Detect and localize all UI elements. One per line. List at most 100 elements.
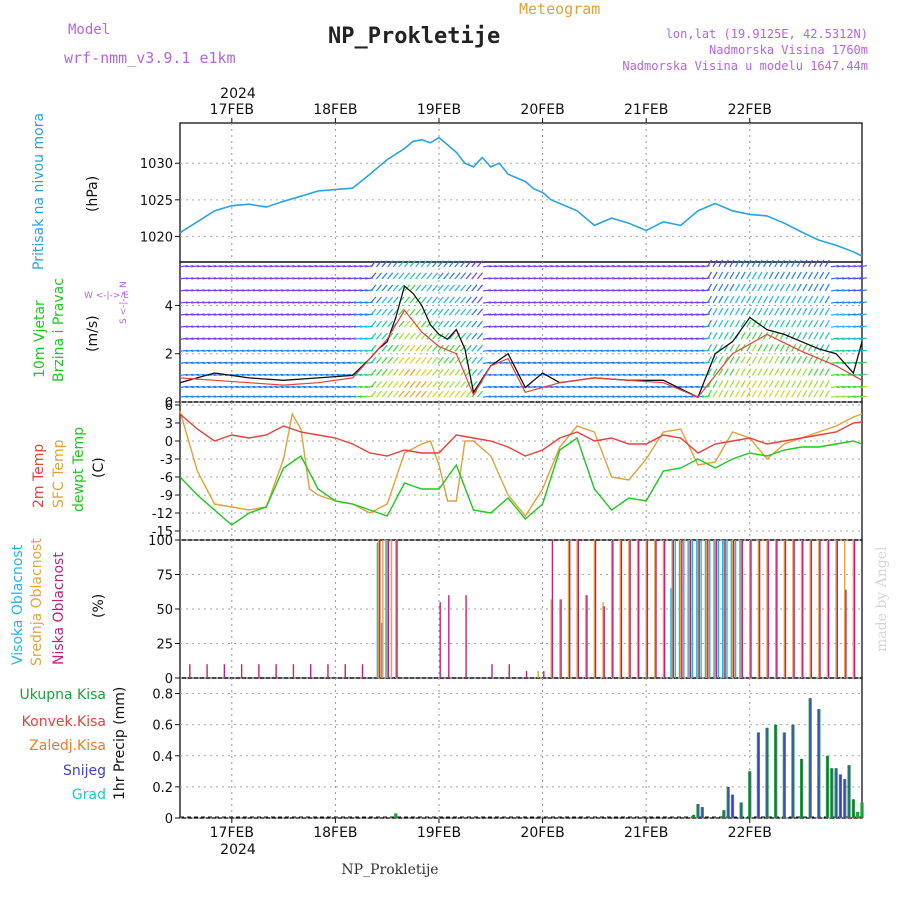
wind-barb bbox=[482, 313, 492, 316]
wind-barb bbox=[617, 277, 626, 280]
wind-barb bbox=[241, 277, 250, 280]
wind-barb bbox=[207, 289, 217, 292]
wind-barb bbox=[213, 373, 222, 377]
wind-barb bbox=[763, 344, 769, 352]
wind-barb bbox=[241, 361, 250, 364]
wind-barb bbox=[679, 301, 688, 304]
wind-barb bbox=[819, 368, 825, 376]
wind-barb bbox=[331, 361, 340, 364]
wind-barb bbox=[679, 349, 688, 352]
wind-barb bbox=[403, 260, 411, 268]
wind-barb bbox=[219, 395, 228, 398]
wind-barb bbox=[819, 259, 825, 268]
wind-barb bbox=[179, 265, 189, 268]
wind-barb bbox=[202, 385, 211, 389]
wind-barb bbox=[196, 361, 205, 364]
wind-barb bbox=[269, 373, 278, 377]
precip-label-frz: Zaledj.Kisa bbox=[29, 738, 106, 754]
lonlat-text: lon,lat (19.9125E, 42.5312N) bbox=[666, 27, 868, 41]
wind-barb bbox=[331, 265, 340, 268]
wind-barb bbox=[320, 385, 329, 389]
wind-barb bbox=[348, 277, 357, 280]
wind-barb bbox=[842, 313, 851, 316]
wind-barb bbox=[213, 349, 222, 352]
wind-barb bbox=[213, 385, 222, 389]
wind-barb bbox=[544, 395, 553, 398]
wind-barb bbox=[595, 361, 604, 364]
wind-barb bbox=[303, 277, 312, 280]
wind-barb bbox=[572, 349, 581, 352]
wind-barb bbox=[241, 313, 250, 316]
wind-barb bbox=[499, 361, 508, 364]
wind-barb bbox=[555, 385, 564, 389]
wind-barb bbox=[567, 265, 576, 268]
wind-barb bbox=[207, 325, 217, 328]
wind-compass-ns: S <-|-> N bbox=[119, 281, 129, 324]
wind-barb bbox=[420, 344, 427, 352]
wind-barb bbox=[465, 308, 472, 316]
wind-barb bbox=[185, 349, 194, 352]
wind-barb bbox=[471, 332, 478, 340]
wind-barb bbox=[241, 265, 250, 268]
precip-snow-bar bbox=[835, 768, 837, 818]
wind-barb bbox=[555, 313, 564, 316]
wind-barb bbox=[645, 337, 654, 340]
wind-barb bbox=[527, 385, 536, 389]
wind-barb bbox=[342, 337, 351, 340]
wind-barb bbox=[606, 301, 615, 304]
wind-barb bbox=[746, 332, 752, 340]
wind-barb bbox=[617, 361, 626, 364]
wind-barb bbox=[494, 301, 503, 304]
wind-barb bbox=[185, 395, 194, 398]
wind-barb bbox=[539, 289, 548, 292]
wind-barb bbox=[684, 301, 694, 304]
wind-barb bbox=[236, 325, 245, 328]
wind-barb bbox=[651, 289, 660, 292]
wind-barb bbox=[460, 260, 467, 268]
wind-barb bbox=[505, 325, 514, 328]
wind-barb bbox=[219, 325, 228, 328]
wind-barb bbox=[398, 356, 405, 364]
wind-barb bbox=[258, 313, 267, 316]
bottom-day-labels: 17FEB 18FEB 19FEB 20FEB 21FEB 22FEB bbox=[210, 825, 772, 841]
wind-barb bbox=[303, 325, 312, 328]
wind-barb bbox=[673, 289, 682, 292]
wind-barb bbox=[527, 337, 536, 340]
wind-barb bbox=[735, 389, 741, 398]
wind-barb bbox=[763, 380, 769, 388]
wind-barb bbox=[555, 277, 564, 280]
wind-barb bbox=[679, 337, 688, 340]
wind-barb bbox=[807, 368, 813, 376]
wind-barb bbox=[297, 313, 306, 316]
wind-barb bbox=[539, 349, 548, 352]
wind-barb bbox=[791, 389, 797, 398]
wind-barb bbox=[297, 265, 306, 268]
wind-barb bbox=[448, 272, 455, 280]
wind-barb bbox=[375, 390, 383, 398]
wind-barb bbox=[595, 395, 604, 398]
wind-barb bbox=[796, 368, 802, 376]
wind-barb bbox=[359, 337, 368, 340]
wind-barb bbox=[207, 349, 217, 352]
wind-barb bbox=[359, 373, 368, 377]
wind-barb bbox=[403, 344, 411, 352]
subtitle-meteogram: Meteogram bbox=[519, 0, 600, 18]
panel-frame-5 bbox=[179, 677, 863, 819]
wind-barb bbox=[219, 349, 228, 352]
wind-barb bbox=[275, 385, 284, 389]
wind-barb bbox=[740, 283, 746, 292]
wind-barb bbox=[824, 295, 830, 304]
wind-barb bbox=[679, 361, 688, 364]
wind-barb bbox=[415, 381, 422, 388]
top-year-label: 2024 bbox=[220, 86, 256, 102]
wind-barb bbox=[292, 301, 301, 304]
wind-barb bbox=[522, 373, 531, 377]
wind-barb bbox=[443, 308, 450, 316]
wind-barb bbox=[258, 395, 267, 398]
wind-barb bbox=[550, 289, 559, 292]
wind-barb bbox=[779, 356, 785, 364]
wind-barb bbox=[454, 344, 461, 352]
wind-barb bbox=[342, 277, 351, 280]
wind-barb bbox=[555, 289, 564, 292]
wind-barb bbox=[516, 385, 525, 389]
